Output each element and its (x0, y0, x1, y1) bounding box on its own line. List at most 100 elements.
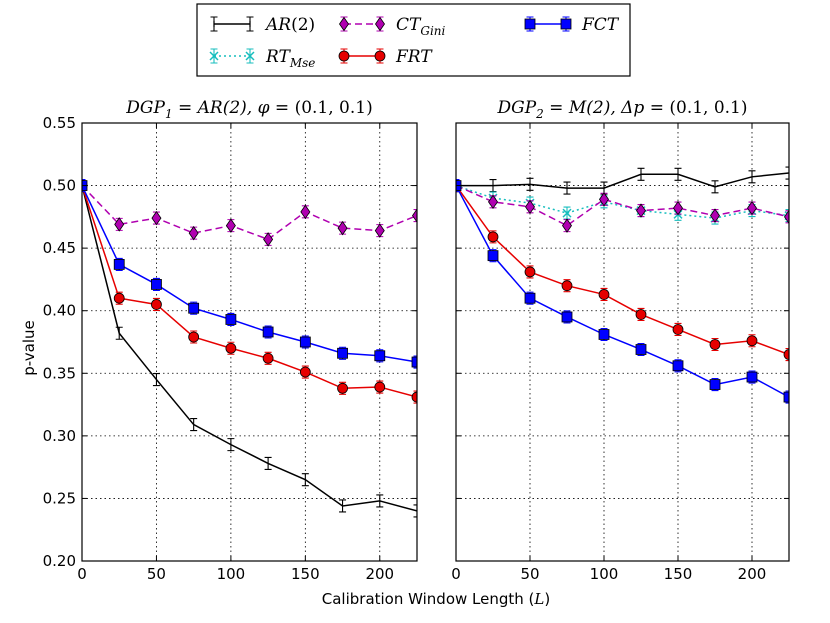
y-tick-label: 0.40 (43, 302, 76, 320)
error-bar (785, 209, 789, 223)
data-point (746, 371, 758, 383)
panel-title-part: = (544, 98, 569, 118)
x-tick-label: 100 (590, 565, 619, 583)
y-tick-label: 0.30 (43, 427, 76, 445)
data-point (225, 314, 237, 325)
data-point (151, 279, 162, 290)
series-line (456, 184, 789, 219)
data-point (225, 218, 236, 233)
y-tick-label: 0.55 (43, 114, 76, 132)
legend-label: FRT (395, 47, 433, 67)
error-bar (785, 390, 789, 404)
error-bar (711, 180, 719, 194)
panel-title-part: M(2), (568, 98, 621, 118)
data-point (635, 309, 647, 320)
series-line (456, 184, 789, 227)
series-line (82, 185, 417, 241)
data-point (337, 382, 348, 394)
error-bar (301, 473, 309, 487)
data-point (374, 223, 385, 238)
panel-title-part: 2 (535, 107, 544, 121)
legend-marker (209, 51, 219, 61)
legend-marker (560, 18, 572, 30)
data-point (636, 203, 646, 218)
panel-title-part: DGP (125, 98, 165, 118)
data-point (524, 266, 536, 278)
legend-label-part: RT (265, 47, 292, 67)
data-point (151, 299, 162, 310)
data-point (300, 204, 311, 220)
data-point (783, 349, 789, 360)
panel-title-part: φ (258, 98, 270, 118)
legend-marker (374, 50, 386, 62)
data-point (561, 311, 573, 323)
data-point (188, 331, 200, 343)
panel-frame (455, 122, 790, 562)
error-bar (413, 390, 417, 404)
x-tick-label: 50 (147, 565, 166, 583)
error-bar (82, 179, 86, 193)
error-bar (456, 179, 460, 193)
data-point (337, 347, 348, 359)
error-bar (674, 167, 682, 181)
error-bar (115, 326, 123, 340)
x-tick-label: 0 (77, 565, 87, 583)
data-point (524, 292, 536, 304)
legend-item-ct-gini: CTGini (339, 15, 446, 38)
data-point (525, 199, 535, 215)
series-ct-gini (456, 178, 789, 233)
data-point (672, 360, 684, 372)
legend-marker (375, 16, 385, 32)
error-bar (190, 418, 198, 432)
legend-marker (338, 50, 350, 62)
error-bar (637, 167, 645, 181)
series-line (456, 185, 789, 356)
data-point (673, 200, 683, 216)
legend-item-fct: FCT (524, 15, 620, 35)
series-frt (456, 179, 789, 362)
x-axis-label-text: Calibration Window Length ( (322, 590, 535, 608)
error-bar (748, 170, 756, 184)
data-point (709, 339, 721, 350)
data-point (411, 356, 417, 368)
panel-title-part: = (0.1, 0.1) (644, 98, 747, 118)
x-axis-label-var: L (533, 590, 544, 608)
error-bar (227, 438, 235, 452)
data-point (672, 324, 684, 335)
x-axis-label-close: ) (544, 590, 550, 608)
error-bar (563, 181, 571, 195)
data-point (562, 208, 572, 218)
legend: AR(2) RTMse CTGini FRT FCT (196, 3, 631, 77)
y-tick-label: 0.35 (43, 364, 76, 382)
series-fct (456, 179, 789, 404)
error-bar (413, 355, 417, 369)
series-rt-mse (456, 179, 789, 225)
series-group (82, 178, 417, 518)
series-line (82, 185, 417, 398)
series-line (82, 185, 417, 363)
data-point (299, 366, 311, 378)
panel-title-part: DGP (496, 98, 536, 118)
series-line (456, 172, 789, 189)
error-bar (339, 499, 347, 513)
panel-title: DGP2 = M(2), Δp = (0.1, 0.1) (496, 98, 747, 121)
data-point (783, 391, 789, 403)
error-bar (413, 504, 417, 518)
panel-frame (81, 122, 418, 562)
series-line (82, 185, 417, 512)
data-point (263, 232, 274, 247)
legend-label: CTGini (396, 15, 446, 38)
legend-label: FCT (581, 15, 620, 35)
panel-2: 0 50 100 150 200 DGP2 = M(2), Δp = (0.1, 0.1) (451, 98, 790, 583)
legend-label-part: Gini (420, 24, 445, 38)
legend-label-part: FRT (395, 47, 433, 67)
error-bar (152, 372, 160, 387)
data-point (488, 194, 498, 210)
data-point (562, 218, 572, 233)
x-tick-label: 150 (291, 565, 320, 583)
legend-frame (196, 3, 631, 77)
x-tick-label: 200 (738, 565, 767, 583)
legend-label-part: Mse (289, 56, 316, 70)
grid (82, 123, 417, 561)
